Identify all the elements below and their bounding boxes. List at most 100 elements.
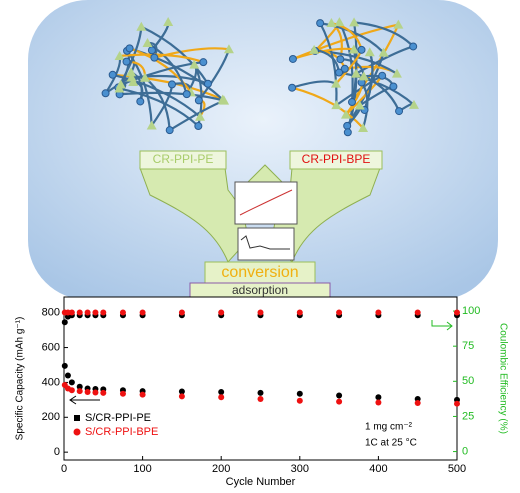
y2-tick-label: 100: [462, 305, 480, 317]
end-group: [395, 107, 404, 116]
data-point: [92, 389, 99, 396]
y-tick-label: 800: [42, 307, 60, 319]
inset-curve: [239, 189, 293, 216]
chain: [353, 21, 414, 48]
inset-curve: [240, 235, 290, 250]
data-point: [84, 389, 91, 396]
conversion-label: conversion: [221, 264, 298, 281]
chain: [119, 87, 200, 127]
data-point: [336, 392, 343, 399]
crosslink: [391, 68, 402, 78]
y-tick-label: 200: [42, 411, 60, 423]
data-point: [375, 394, 382, 401]
data-point: [336, 309, 343, 316]
data-point: [257, 309, 264, 316]
crosslink: [348, 44, 359, 54]
end-group: [347, 98, 356, 107]
y-tick-label: 400: [42, 376, 60, 388]
chain: [140, 25, 209, 85]
data-point: [257, 395, 264, 402]
end-group: [168, 80, 177, 89]
x-tick-label: 0: [61, 463, 67, 475]
data-point: [119, 390, 126, 397]
end-group: [125, 44, 134, 53]
crosslink: [358, 123, 369, 133]
crosslink: [354, 100, 365, 110]
x-tick-label: 300: [291, 463, 309, 475]
data-point: [68, 309, 75, 316]
end-group: [108, 70, 117, 79]
y2-tick-label: 0: [462, 445, 468, 457]
data-point: [76, 309, 83, 316]
data-point: [92, 309, 99, 316]
data-point: [296, 397, 303, 404]
legend-marker: [73, 428, 81, 436]
crosslink: [115, 79, 126, 89]
crosslink: [408, 99, 419, 109]
y2-tick-label: 50: [462, 375, 474, 387]
data-point: [296, 309, 303, 316]
data-point: [178, 388, 185, 395]
y2-tick-label: 25: [462, 410, 474, 422]
polymer-networks: [101, 16, 419, 137]
end-group: [343, 128, 352, 137]
end-group: [336, 55, 345, 64]
y-tick-label: 0: [54, 446, 60, 458]
end-group: [182, 90, 191, 99]
end-group: [150, 53, 159, 62]
legend-label: S/CR-PPI-BPE: [85, 426, 158, 438]
crosslink: [393, 19, 404, 29]
x-tick-label: 100: [133, 463, 151, 475]
chain: [319, 22, 385, 54]
data-point: [84, 309, 91, 316]
x-tick-label: 400: [369, 463, 387, 475]
end-group: [288, 83, 297, 92]
right-label: CR-PPI-BPE: [302, 152, 371, 166]
data-point: [375, 399, 382, 406]
crosslink: [358, 71, 369, 81]
crosslink: [142, 38, 153, 48]
data-point: [218, 394, 225, 401]
data-point: [178, 393, 185, 400]
x-axis-title: Cycle Number: [226, 476, 296, 488]
data-point: [454, 309, 460, 316]
crosslink: [146, 120, 157, 130]
chain: [292, 23, 399, 60]
y2-tick-label: 75: [462, 340, 474, 352]
data-point: [139, 309, 146, 316]
end-group: [340, 64, 349, 73]
crosslink: [126, 72, 137, 82]
axis-arrow: [431, 320, 453, 331]
y2-axis-title: Coulombic Efficiency (%): [497, 323, 508, 434]
data-point: [119, 309, 126, 316]
annotation: 1C at 25 °C: [365, 438, 417, 449]
data-point: [64, 372, 71, 379]
chain: [117, 26, 143, 88]
data-point: [100, 309, 107, 316]
data-point: [139, 391, 146, 398]
crosslink: [163, 16, 174, 26]
data-point: [178, 309, 185, 316]
crosslink: [126, 67, 137, 77]
data-point: [68, 387, 75, 394]
adsorption-label: adsorption: [232, 283, 288, 297]
data-point: [68, 379, 75, 386]
crosslink: [139, 72, 150, 82]
axis-arrow: [69, 395, 100, 405]
data-point: [296, 390, 303, 397]
end-group: [147, 46, 156, 55]
chain: [355, 72, 401, 112]
chain: [291, 86, 364, 129]
data-point: [61, 362, 68, 369]
y-axis-title: Specific Capacity (mAh g⁻¹): [15, 317, 26, 441]
legend-label: S/CR-PPI-PE: [85, 412, 151, 424]
chain: [338, 71, 415, 106]
end-group: [101, 89, 110, 98]
data-point: [76, 383, 83, 390]
x-tick-label: 500: [448, 463, 466, 475]
chain: [338, 21, 354, 103]
chain: [119, 91, 225, 102]
end-group: [343, 121, 352, 130]
crosslink: [349, 17, 360, 27]
